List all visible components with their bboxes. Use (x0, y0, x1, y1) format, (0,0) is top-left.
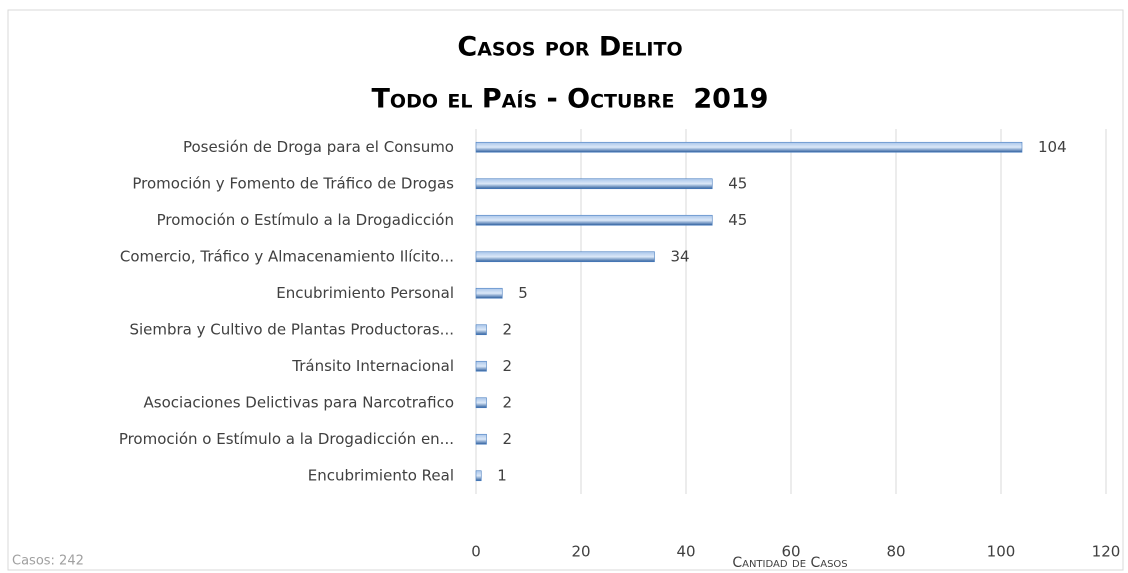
chart-title: Casos por Delito (457, 32, 682, 63)
y-tick-label: Promoción o Estímulo a la Drogadicción e… (119, 430, 454, 448)
value-label: 45 (728, 174, 747, 192)
x-tick-label: 20 (571, 543, 590, 561)
y-tick-label: Asociaciones Delictivas para Narcotrafic… (144, 393, 454, 411)
bar (475, 214, 713, 226)
y-tick-label: Tránsito Internacional (291, 357, 454, 375)
y-tick-label: Promoción y Fomento de Tráfico de Drogas (132, 174, 454, 192)
y-tick-label: Encubrimiento Personal (276, 284, 454, 302)
value-label: 5 (518, 284, 528, 302)
x-tick-label: 100 (987, 543, 1016, 561)
y-tick-label: Comercio, Tráfico y Almacenamiento Ilíci… (120, 247, 454, 265)
bar (475, 287, 503, 299)
x-tick-label: 60 (781, 543, 800, 561)
chart-frame (7, 9, 1124, 571)
bar (475, 178, 713, 190)
y-tick-label: Siembra y Cultivo de Plantas Productoras… (129, 320, 454, 338)
x-tick-label: 80 (886, 543, 905, 561)
bar (475, 470, 482, 482)
y-tick-label: Encubrimiento Real (308, 466, 454, 484)
x-tick-label: 0 (471, 543, 481, 561)
value-label: 45 (728, 211, 747, 229)
value-label: 2 (503, 430, 513, 448)
value-label: 34 (671, 247, 690, 265)
bar (475, 433, 487, 445)
chart-subtitle: Todo el País - Octubre 2019 (372, 84, 769, 115)
annotation: Casos: 242 (12, 554, 84, 569)
y-tick-label: Promoción o Estímulo a la Drogadicción (157, 211, 454, 229)
value-label: 2 (503, 393, 513, 411)
bar (475, 397, 487, 409)
bar (475, 360, 487, 372)
bar (475, 141, 1023, 153)
bar (475, 324, 487, 336)
bar (475, 251, 655, 263)
y-tick-label: Posesión de Droga para el Consumo (183, 138, 454, 156)
value-label: 104 (1038, 138, 1067, 156)
value-label: 1 (497, 466, 507, 484)
value-label: 2 (503, 320, 513, 338)
x-axis-label: Cantidad de Casos (732, 555, 847, 571)
value-label: 2 (503, 357, 513, 375)
x-tick-label: 120 (1092, 543, 1121, 561)
x-tick-label: 40 (676, 543, 695, 561)
